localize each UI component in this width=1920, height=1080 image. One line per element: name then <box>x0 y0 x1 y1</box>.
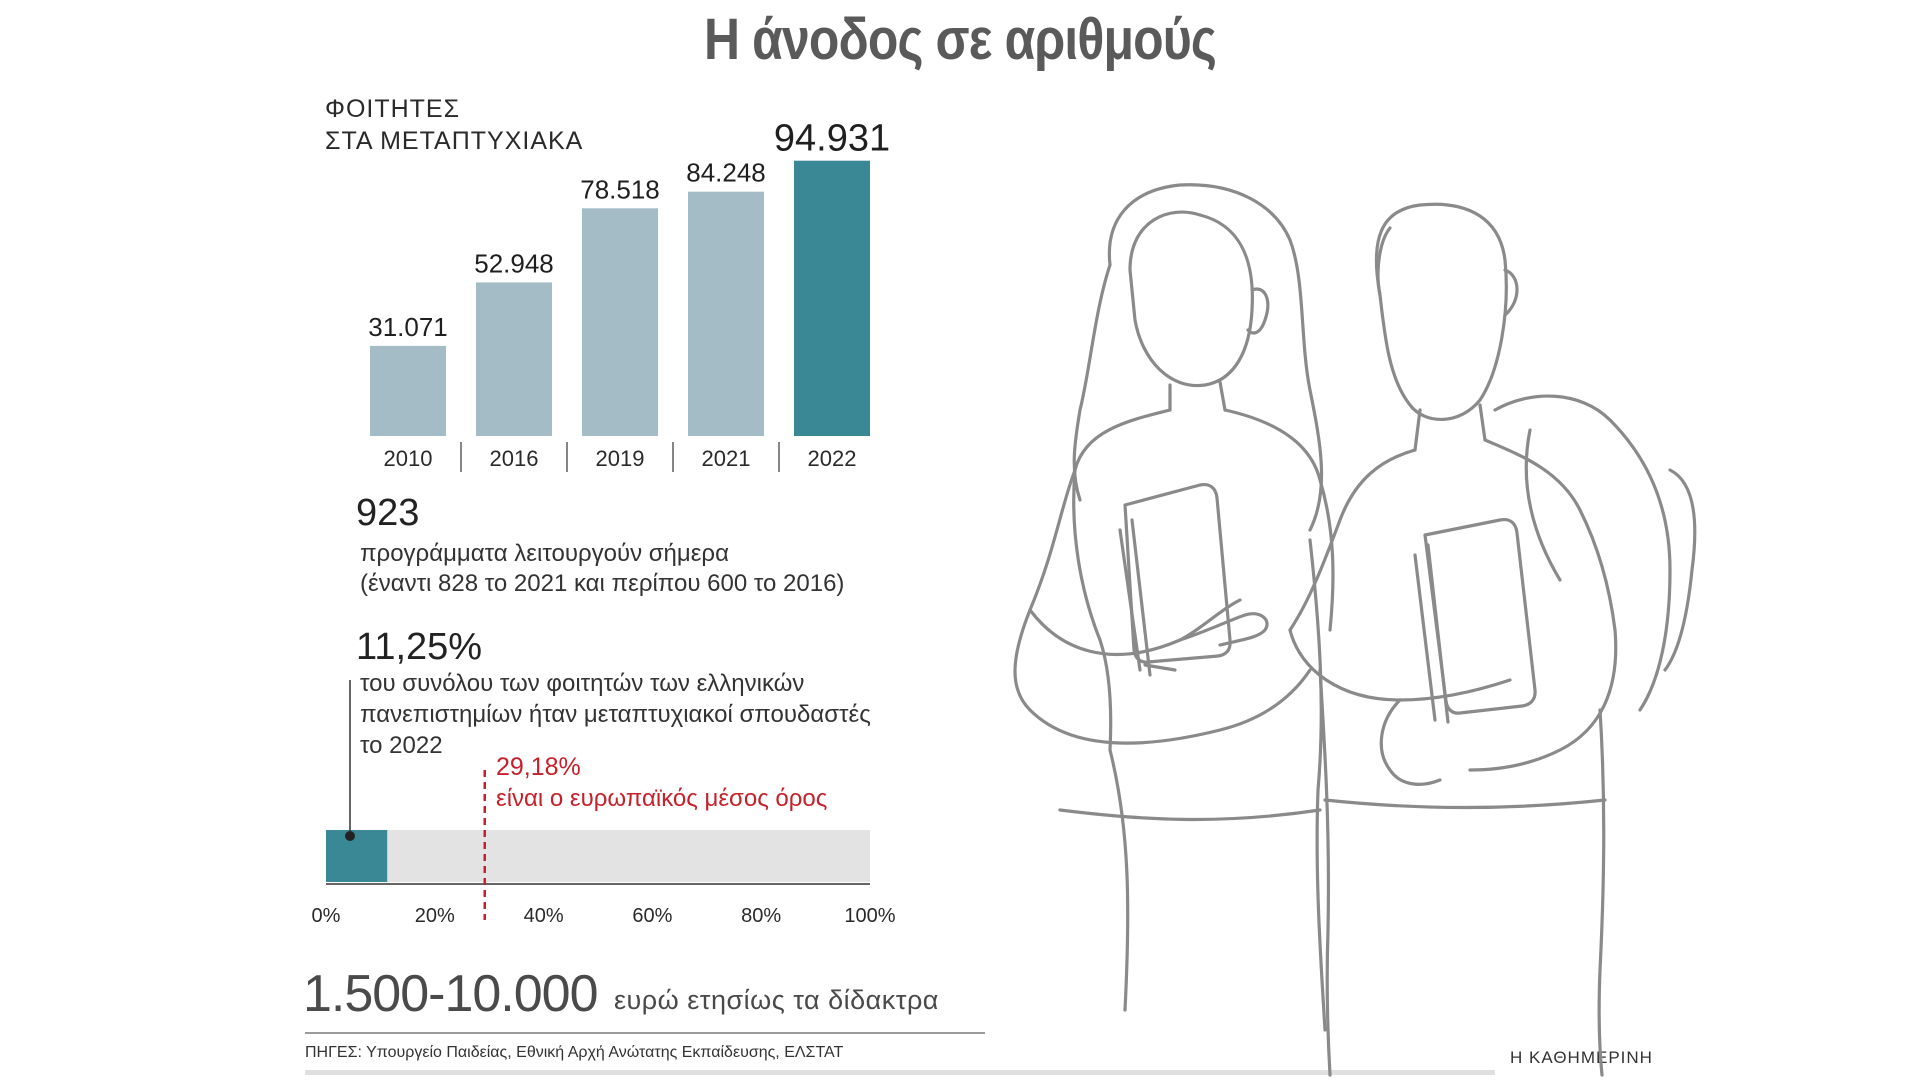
value-label-2016: 52.948 <box>474 248 554 278</box>
european-average-number: 29,18% <box>496 753 581 781</box>
category-label-2016: 2016 <box>490 446 539 471</box>
share-text-line-3: το 2022 <box>360 732 443 759</box>
share-pointer-dot <box>345 831 355 841</box>
brand-logo: Η ΚΑΘΗΜΕΡΙΝΗ <box>1510 1048 1653 1067</box>
category-label-2010: 2010 <box>384 446 433 471</box>
tick-label-80: 80% <box>741 905 781 927</box>
programs-number: 923 <box>356 492 420 534</box>
boy-figure <box>1288 202 1697 1077</box>
share-fill <box>326 830 388 882</box>
tick-label-0: 0% <box>312 905 341 927</box>
category-label-2022: 2022 <box>808 446 857 471</box>
tick-label-40: 40% <box>524 905 564 927</box>
programs-text-line-2: (έναντι 828 το 2021 και περίπου 600 το 2… <box>360 570 845 597</box>
share-number: 11,25% <box>356 626 483 668</box>
fees-range: 1.500-10.000 <box>303 965 598 1023</box>
bar-2010 <box>370 345 446 436</box>
bar-2016 <box>476 282 552 436</box>
european-average-text: είναι ο ευρωπαϊκός μέσος όρος <box>496 785 828 812</box>
value-label-2010: 31.071 <box>368 312 448 342</box>
share-text-line-1: του συνόλου των φοιτητών των ελληνικών <box>360 670 805 697</box>
girl-figure <box>1013 183 1335 1032</box>
sources-note: ΠΗΓΕΣ: Υπουργείο Παιδείας, Εθνική Αρχή Α… <box>305 1044 844 1061</box>
chart-title-line-1: ΦΟΙΤΗΤΕΣ <box>325 95 461 123</box>
share-text-line-2: πανεπιστημίων ήταν μεταπτυχιακοί σπουδασ… <box>360 701 871 728</box>
bar-2022 <box>794 160 870 436</box>
footer-divider <box>305 1032 985 1034</box>
tick-label-60: 60% <box>632 905 672 927</box>
chart-title-line-2: ΣΤΑ ΜΕΤΑΠΤΥΧΙΑΚΑ <box>325 127 584 155</box>
page-title: Η άνοδος σε αριθμούς <box>703 7 1217 72</box>
tick-label-20: 20% <box>415 905 455 927</box>
programs-text-line-1: προγράμματα λειτουργούν σήμερα <box>360 540 729 567</box>
bar-2021 <box>688 191 764 436</box>
share-bar-chart: 0% 20% 40% 60% 80% 100% <box>312 680 896 927</box>
students-bar-chart: 31.071 2010 52.948 2016 78.518 2019 84.248 2021… <box>368 118 890 472</box>
students-illustration <box>1013 183 1697 1077</box>
category-label-2019: 2019 <box>596 446 645 471</box>
tick-label-100: 100% <box>844 905 895 927</box>
category-label-2021: 2021 <box>702 446 751 471</box>
bar-2019 <box>582 208 658 436</box>
footer-bar <box>305 1070 1495 1075</box>
value-label-2021: 84.248 <box>686 158 766 188</box>
share-track <box>326 830 870 882</box>
fees-text: ευρώ ετησίως τα δίδακτρα <box>614 985 939 1015</box>
value-label-2019: 78.518 <box>580 174 660 204</box>
value-label-2022: 94.931 <box>774 118 890 160</box>
